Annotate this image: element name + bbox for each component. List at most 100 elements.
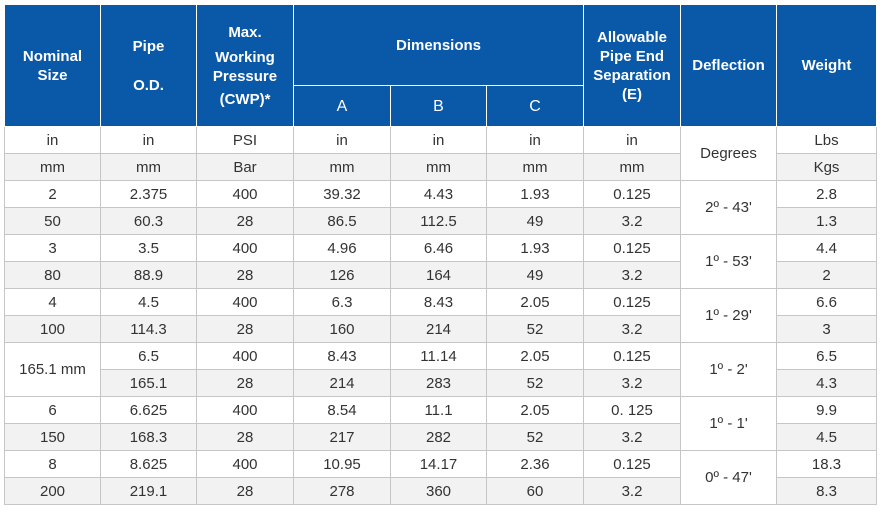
table-cell: 14.17 [390, 450, 487, 478]
table-cell: 28 [196, 315, 294, 343]
table-cell: 4.96 [293, 234, 391, 262]
header-max-working-pressure: Max. Working Pressure (CWP)* [196, 4, 294, 127]
table-cell: 52 [485, 369, 585, 397]
deflection-cell: 1º - 29' [680, 288, 778, 343]
table-cell: 8.625 [100, 450, 197, 478]
table-cell: 52 [485, 423, 585, 451]
table-cell: 8.43 [390, 288, 487, 316]
table-cell: 3 [776, 315, 878, 343]
unit-cell: in [4, 126, 101, 154]
header-weight: Weight [776, 4, 878, 127]
header-allowable-line4: (E) [622, 85, 643, 103]
header-max-wp-line3: Pressure [212, 67, 278, 85]
table-cell: 28 [196, 477, 294, 505]
table-cell: 3.2 [583, 315, 682, 343]
header-allowable-line1: Allowable [597, 28, 668, 46]
table-row: 100 114.3 28 160 214 52 3.2 3 [4, 315, 878, 343]
table-cell: 400 [196, 342, 294, 370]
table-cell: 214 [390, 315, 487, 343]
table-cell: 6 [4, 396, 101, 424]
header-max-wp-line2: Working [215, 48, 275, 66]
table-cell: 282 [390, 423, 487, 451]
unit-cell: in [100, 126, 197, 154]
header-max-wp-line4: (CWP)* [219, 90, 271, 108]
table-cell: 11.1 [390, 396, 487, 424]
unit-cell: Bar [196, 153, 294, 181]
table-cell: 50 [4, 207, 101, 235]
table-cell: 6.6 [776, 288, 878, 316]
table-cell: 400 [196, 396, 294, 424]
unit-cell: Kgs [776, 153, 878, 181]
table-cell: 4.4 [776, 234, 878, 262]
table-cell: 3.2 [583, 423, 682, 451]
unit-cell: mm [390, 153, 487, 181]
table-cell: 400 [196, 288, 294, 316]
table-body: in in PSI in in in in Degrees Lbs mm mm … [4, 126, 878, 505]
table-cell: 2.375 [100, 180, 197, 208]
header-allowable-line2: Pipe End [599, 47, 665, 65]
unit-cell: in [390, 126, 487, 154]
table-cell: 360 [390, 477, 487, 505]
table-cell: 200 [4, 477, 101, 505]
table-cell: 49 [485, 261, 585, 289]
pipe-specification-table: Nominal Size Pipe O.D. Max. Working Pres… [4, 4, 878, 505]
table-cell: 2.05 [485, 288, 585, 316]
table-cell: 3 [4, 234, 101, 262]
table-cell: 6.625 [100, 396, 197, 424]
table-cell: 0.125 [583, 288, 682, 316]
deflection-cell: 1º - 2' [680, 342, 778, 397]
units-row-metric: mm mm Bar mm mm mm mm Kgs [4, 153, 878, 181]
table-cell: 11.14 [390, 342, 487, 370]
table-cell: 0.125 [583, 180, 682, 208]
table-cell: 6.46 [390, 234, 487, 262]
unit-cell: PSI [196, 126, 294, 154]
nominal-size-cell: 165.1 mm [4, 342, 101, 397]
table-cell: 28 [196, 423, 294, 451]
table-cell: 6.5 [776, 342, 878, 370]
table-cell: 150 [4, 423, 101, 451]
table-cell: 52 [485, 315, 585, 343]
table-cell: 9.9 [776, 396, 878, 424]
deflection-cell: 2º - 43' [680, 180, 778, 235]
header-dimensions: Dimensions [292, 4, 585, 86]
table-cell: 2.8 [776, 180, 878, 208]
table-cell: 10.95 [293, 450, 391, 478]
table-cell: 28 [196, 369, 294, 397]
table-cell: 165.1 [100, 369, 197, 397]
table-cell: 18.3 [776, 450, 878, 478]
table-row: 50 60.3 28 86.5 112.5 49 3.2 1.3 [4, 207, 878, 235]
table-cell: 88.9 [100, 261, 197, 289]
table-cell: 219.1 [100, 477, 197, 505]
table-cell: 2.36 [485, 450, 585, 478]
table-cell: 60.3 [100, 207, 197, 235]
table-cell: 160 [293, 315, 391, 343]
table-cell: 4.43 [390, 180, 487, 208]
table-cell: 8.54 [293, 396, 391, 424]
table-cell: 4.3 [776, 369, 878, 397]
deflection-cell: 1º - 1' [680, 396, 778, 451]
header-nominal-line1: Nominal Size [22, 47, 83, 84]
table-cell: 6.5 [100, 342, 197, 370]
table-cell: 4.5 [100, 288, 197, 316]
unit-cell: mm [293, 153, 391, 181]
table-cell: 112.5 [390, 207, 487, 235]
table-cell: 8.43 [293, 342, 391, 370]
units-row-imperial: in in PSI in in in in Degrees Lbs [4, 126, 878, 181]
table-cell: 164 [390, 261, 487, 289]
table-cell: 100 [4, 315, 101, 343]
header-allowable-line3: Separation [593, 66, 671, 84]
table-cell: 1.3 [776, 207, 878, 235]
table-cell: 86.5 [293, 207, 391, 235]
table-cell: 114.3 [100, 315, 197, 343]
table-cell: 3.2 [583, 207, 682, 235]
table-row: 165.1 mm 6.5 400 8.43 11.14 2.05 0.125 1º - 2' 6… [4, 342, 878, 397]
table-cell: 283 [390, 369, 487, 397]
table-cell: 400 [196, 180, 294, 208]
header-dim-a: A [293, 85, 391, 127]
table-cell: 3.2 [583, 477, 682, 505]
table-cell: 8.3 [776, 477, 878, 505]
table-row: 150 168.3 28 217 282 52 3.2 4.5 [4, 423, 878, 451]
table-row: 8 8.625 400 10.95 14.17 2.36 0.125 0º - 47' 18.3 [4, 450, 878, 505]
table-cell: 400 [196, 450, 294, 478]
table-row: 3 3.5 400 4.96 6.46 1.93 0.125 1º - 53' 4.4 [4, 234, 878, 289]
